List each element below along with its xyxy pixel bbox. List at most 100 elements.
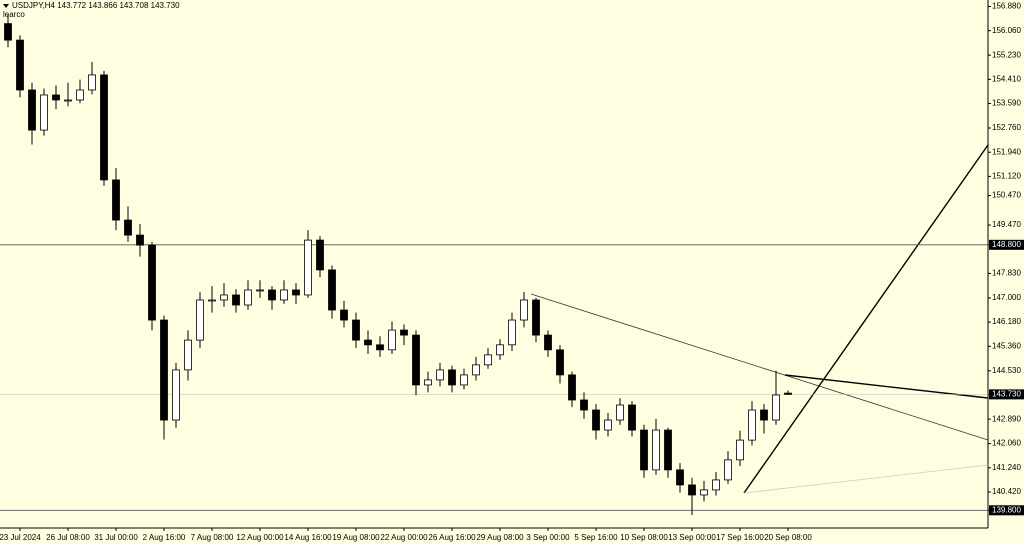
candle-body — [388, 329, 396, 351]
y-tick-label: 142.890 — [992, 414, 1021, 423]
candle-body — [112, 179, 120, 221]
x-tick-label: 13 Sep 00:00 — [668, 533, 716, 542]
candle-body — [616, 404, 624, 421]
candle-body — [508, 319, 516, 346]
x-tick-label: 5 Sep 16:00 — [574, 533, 618, 542]
candle-body — [700, 489, 708, 496]
trendline — [743, 464, 989, 494]
candle-body — [292, 289, 300, 296]
x-tick-label: 23 Jul 2024 — [0, 533, 41, 542]
x-tick-label: 3 Sep 00:00 — [526, 533, 570, 542]
y-tick-label: 142.060 — [992, 439, 1021, 448]
candle-body — [196, 299, 204, 341]
y-tick-label: 145.360 — [992, 341, 1021, 350]
subtitle: learco — [3, 10, 25, 19]
candle-body — [352, 319, 360, 341]
candle-body — [532, 299, 540, 336]
candle-body — [460, 374, 468, 386]
candle-body — [76, 89, 84, 101]
y-tick-label: 156.880 — [992, 2, 1021, 11]
y-tick-label: 141.240 — [992, 463, 1021, 472]
candle-body — [88, 74, 96, 91]
candle-body — [244, 289, 252, 306]
price-label-box — [989, 239, 1024, 250]
candle-body — [64, 99, 72, 102]
menu-icon[interactable] — [3, 4, 9, 8]
candle-body — [220, 294, 228, 301]
candle-body — [640, 429, 648, 471]
x-tick-label: 26 Aug 16:00 — [428, 533, 476, 542]
candle-body — [268, 289, 276, 301]
candle-body — [436, 369, 444, 381]
y-tick-label: 147.830 — [992, 269, 1021, 278]
y-tick-label: 151.940 — [992, 147, 1021, 156]
y-tick-label: 146.180 — [992, 317, 1021, 326]
candle-body — [484, 354, 492, 366]
candle-body — [172, 369, 180, 421]
candle-body — [340, 309, 348, 321]
y-tick-label: 140.420 — [992, 487, 1021, 496]
candle-body — [40, 94, 48, 131]
candle-body — [784, 392, 792, 395]
candle-body — [328, 269, 336, 311]
candle-body — [628, 404, 636, 431]
candle-body — [100, 74, 108, 181]
candle-body — [520, 299, 528, 321]
candle-body — [448, 369, 456, 386]
candle-body — [400, 329, 408, 336]
candle-body — [544, 334, 552, 351]
candle-body — [580, 399, 588, 411]
candle-body — [364, 339, 372, 346]
x-tick-label: 29 Aug 08:00 — [476, 533, 524, 542]
y-tick-label: 151.120 — [992, 172, 1021, 181]
y-tick-label: 152.760 — [992, 123, 1021, 132]
candle-body — [748, 409, 756, 441]
trendline — [743, 144, 989, 494]
y-tick-label: 156.060 — [992, 26, 1021, 35]
y-tick-label: 144.530 — [992, 366, 1021, 375]
candle-body — [16, 39, 24, 91]
candle-body — [376, 344, 384, 351]
candle-body — [592, 409, 600, 431]
candle-body — [652, 429, 660, 471]
candle-body — [256, 289, 264, 292]
candle-body — [760, 409, 768, 421]
candle-body — [556, 349, 564, 376]
candle-body — [304, 239, 312, 296]
chart-title: USDJPY,H4 143.772 143.866 143.708 143.73… — [12, 1, 180, 10]
y-tick-label: 143.730 — [992, 389, 1021, 398]
candle-body — [772, 394, 780, 421]
candle-body — [712, 479, 720, 491]
x-tick-label: 26 Jul 08:00 — [46, 533, 90, 542]
x-tick-label: 7 Aug 08:00 — [191, 533, 234, 542]
candle-body — [148, 244, 156, 321]
candle-body — [676, 469, 684, 486]
candle-body — [4, 23, 12, 41]
x-tick-label: 17 Sep 16:00 — [716, 533, 764, 542]
x-tick-label: 2 Aug 16:00 — [143, 533, 186, 542]
x-tick-label: 20 Sep 08:00 — [764, 533, 812, 542]
candle-body — [232, 294, 240, 306]
candle-body — [28, 89, 36, 131]
y-tick-label: 148.800 — [992, 240, 1021, 249]
price-label-box — [989, 389, 1024, 400]
candle-body — [52, 94, 60, 101]
y-tick-label: 139.800 — [992, 505, 1021, 514]
candle-body — [496, 344, 504, 356]
candle-body — [568, 374, 576, 401]
trendline — [530, 293, 989, 441]
price-label-box — [989, 505, 1024, 516]
candle-body — [208, 299, 216, 302]
y-tick-label: 147.000 — [992, 293, 1021, 302]
candle-body — [136, 234, 144, 246]
y-tick-label: 150.470 — [992, 191, 1021, 200]
candle-body — [184, 339, 192, 371]
candle-body — [280, 289, 288, 301]
x-tick-label: 19 Aug 08:00 — [332, 533, 380, 542]
candle-body — [316, 239, 324, 271]
candle-body — [724, 459, 732, 481]
candle-body — [664, 429, 672, 471]
candle-body — [736, 439, 744, 461]
